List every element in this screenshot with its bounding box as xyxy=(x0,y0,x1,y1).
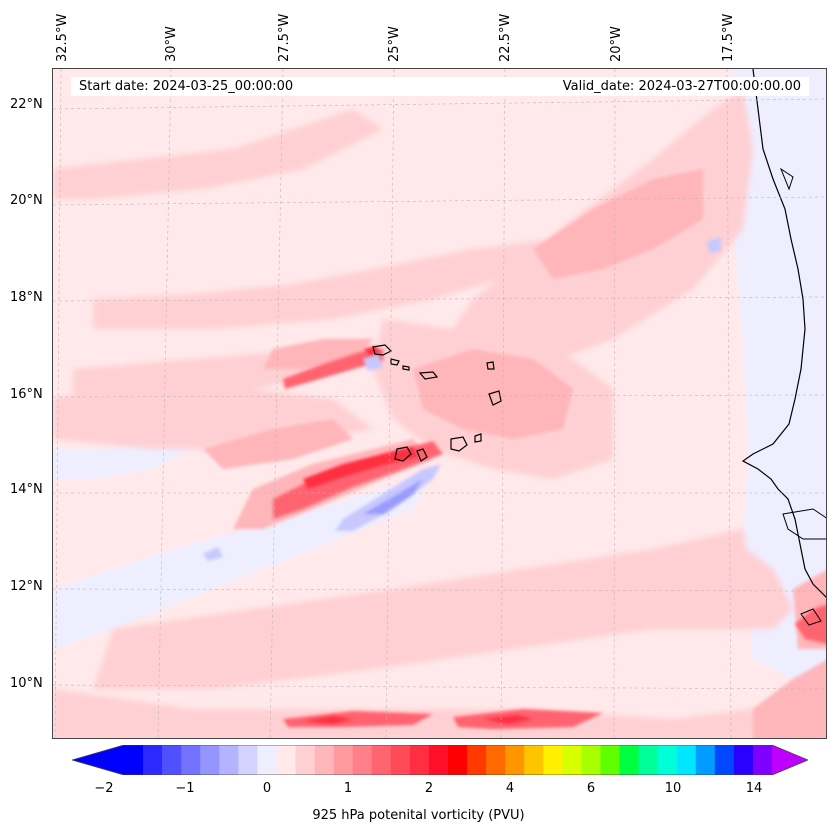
sao-vicente-island xyxy=(390,358,400,366)
gridline-lon-22-5w xyxy=(500,69,506,738)
lon-label-22-5w: 22.5°W xyxy=(498,13,513,62)
colorbar-tick-4: 4 xyxy=(505,781,515,796)
cape-verde-islands xyxy=(372,344,502,462)
colorbar-over-triangle xyxy=(772,745,808,775)
africa-coastline xyxy=(741,69,826,598)
gridline-lon-17-5w xyxy=(726,69,732,738)
colorbar-cell xyxy=(619,745,640,775)
colorbar-cell xyxy=(295,745,316,775)
lon-label-20w: 20°W xyxy=(609,26,624,62)
colorbar-cell xyxy=(162,745,182,775)
valid-date-label: Valid_date: 2024-03-27T00:00:00.00 xyxy=(562,79,801,94)
lon-label-25w: 25°W xyxy=(387,26,402,62)
sao-nicolau-island xyxy=(418,371,439,380)
colorbar-tick-1: 1 xyxy=(343,781,353,796)
very-strong-positive-core xyxy=(303,346,533,724)
colorbar-label: 925 hPa potenital vorticity (PVU) xyxy=(312,808,525,823)
brava-island xyxy=(416,448,428,462)
coastal-inlet xyxy=(779,167,794,191)
colorbar-cell xyxy=(314,745,335,775)
lat-label-22n: 22°N xyxy=(10,97,43,112)
colorbar-cell xyxy=(143,745,163,775)
colorbar-tick-2: 2 xyxy=(424,781,434,796)
colorbar-under-triangle xyxy=(72,745,124,775)
colorbar-cell xyxy=(409,745,430,775)
colorbar-cell xyxy=(219,745,239,775)
lat-label-20n: 20°N xyxy=(10,193,43,208)
colorbar-cell xyxy=(543,745,563,775)
colorbar-cell xyxy=(181,745,201,775)
colorbar-cell xyxy=(505,745,525,775)
lon-label-27-5w: 27.5°W xyxy=(277,13,292,62)
colorbar-tick-14: 14 xyxy=(745,781,763,796)
colorbar-cell xyxy=(200,745,220,775)
fogo-island xyxy=(394,446,412,462)
pv-field xyxy=(53,69,826,738)
southwest-negative-band xyxy=(53,474,433,649)
colorbar-cell xyxy=(733,745,754,775)
colorbar-cell xyxy=(695,745,716,775)
lon-label-17-5w: 17.5°W xyxy=(721,13,736,62)
date-info-bar: Start date: 2024-03-25_00:00:00 Valid_da… xyxy=(71,77,809,96)
start-date-label: Start date: 2024-03-25_00:00:00 xyxy=(79,79,294,94)
strong-negative-streak xyxy=(363,479,423,514)
maio-island xyxy=(474,433,482,443)
colorbar-cell xyxy=(600,745,621,775)
colorbar-cell xyxy=(390,745,411,775)
colorbar-tick-0: 0 xyxy=(262,781,272,796)
colorbar-cell xyxy=(448,745,468,775)
colorbar-cell xyxy=(276,745,297,775)
colorbar-cell xyxy=(714,745,735,775)
santa-luzia-island xyxy=(402,365,410,371)
lat-label-10n: 10°N xyxy=(10,676,43,691)
boa-vista-island xyxy=(488,390,502,406)
gridline-lon-20w xyxy=(613,69,616,738)
colorbar-cell xyxy=(371,745,392,775)
colorbar xyxy=(72,745,808,775)
colorbar-tick-10: 10 xyxy=(664,781,682,796)
colorbar-cell xyxy=(676,745,697,775)
sal-island xyxy=(486,361,495,370)
colorbar-cell xyxy=(581,745,601,775)
colorbar-tick-neg1: −1 xyxy=(175,781,195,796)
negative-streaks xyxy=(203,237,721,561)
colorbar-cell xyxy=(428,745,449,775)
colorbar-cell xyxy=(238,745,258,775)
colorbar-cell xyxy=(657,745,678,775)
coastal-negative-region xyxy=(733,69,826,679)
graticule xyxy=(53,69,826,738)
colorbar-cell xyxy=(257,745,277,775)
santiago-island xyxy=(450,436,468,452)
colorbar-cell xyxy=(752,745,773,775)
colorbar-cell xyxy=(467,745,487,775)
gridline-lon-27-5w xyxy=(269,69,284,738)
colorbar-cell xyxy=(562,745,582,775)
lat-label-12n: 12°N xyxy=(10,579,43,594)
colorbar-cell xyxy=(124,745,144,775)
lon-label-30w: 30°W xyxy=(164,26,179,62)
colorbar-cell xyxy=(638,745,659,775)
colorbar-tick-neg2: −2 xyxy=(94,781,114,796)
pv-map: Start date: 2024-03-25_00:00:00 Valid_da… xyxy=(52,68,827,739)
gridline-lon-30w xyxy=(157,69,172,738)
colorbar-cell xyxy=(486,745,506,775)
santo-antao-island xyxy=(372,344,393,356)
lon-label-32-5w: 32.5°W xyxy=(55,13,70,62)
lat-label-16n: 16°N xyxy=(10,387,43,402)
bissagos-islands xyxy=(800,608,822,626)
lat-label-14n: 14°N xyxy=(10,482,43,497)
colorbar-cell xyxy=(352,745,373,775)
lat-label-18n: 18°N xyxy=(10,290,43,305)
gridline-lon-32-5w xyxy=(54,69,62,738)
colorbar-cell xyxy=(333,745,354,775)
colorbar-cell xyxy=(524,745,544,775)
colorbar-cells xyxy=(124,745,773,775)
colorbar-tick-6: 6 xyxy=(586,781,596,796)
gambia-coast xyxy=(782,508,826,540)
gridline-lon-25w xyxy=(385,69,395,738)
